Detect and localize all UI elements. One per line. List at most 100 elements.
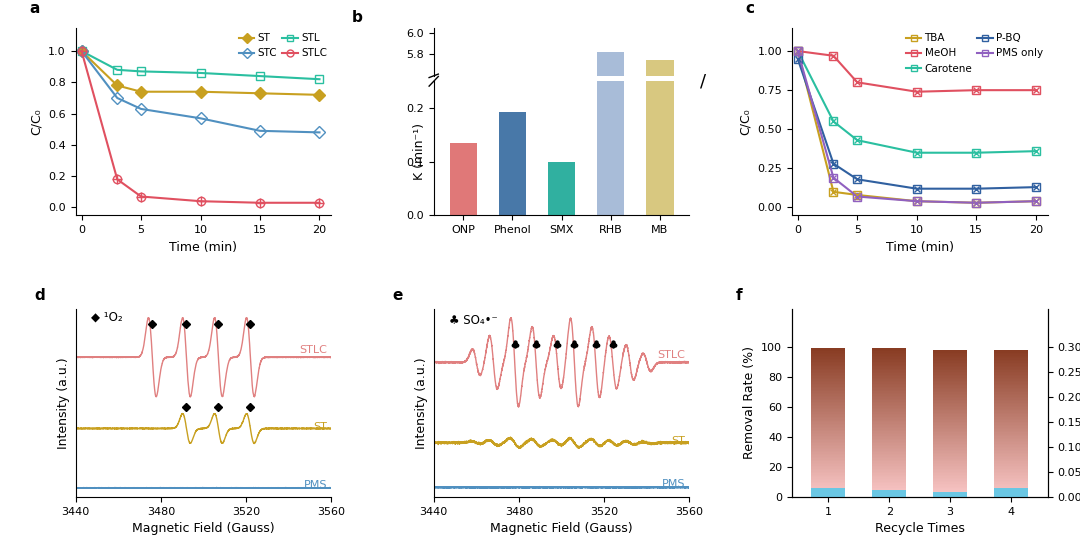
STC [313,129,326,136]
Bar [994,450,1028,451]
Bar [994,473,1028,475]
Bar [811,376,846,378]
Bar [933,490,968,491]
Bar [933,494,968,495]
Bar [933,391,968,392]
Bar [994,479,1028,481]
Bar [873,439,906,440]
Bar [933,369,968,370]
Bar [873,378,906,379]
STL [111,67,124,73]
Bar [994,401,1028,402]
Bar [499,113,526,215]
Carotene [1029,148,1042,155]
STC [254,128,267,134]
Bar [873,464,906,465]
Bar [811,482,846,484]
Bar [873,449,906,451]
Bar [873,364,906,366]
Bar [811,384,846,385]
Bar [873,460,906,461]
Bar [811,460,846,461]
Bar [811,486,846,488]
Bar [933,408,968,410]
Bar [933,464,968,466]
P-BQ [970,185,983,192]
Text: ST: ST [313,422,327,432]
Bar [873,373,906,375]
Bar [811,364,846,366]
Text: PMS: PMS [303,480,327,490]
Bar [933,463,968,464]
Bar [811,473,846,475]
X-axis label: Magnetic Field (Gauss): Magnetic Field (Gauss) [132,522,274,535]
Legend: ST, STC, STL, STLC: ST, STC, STL, STLC [234,29,332,62]
Bar [994,459,1028,460]
Bar [811,477,846,479]
Bar [811,412,846,413]
Bar [994,441,1028,442]
Text: PMS: PMS [662,479,685,489]
Bar [994,490,1028,491]
Bar [873,484,906,485]
Bar [811,461,846,463]
Bar [647,60,674,552]
Bar [994,379,1028,380]
Bar [933,400,968,401]
Bar [994,470,1028,472]
Bar [994,428,1028,429]
Bar [811,452,846,454]
Bar [873,403,906,405]
MeOH [1029,87,1042,93]
Bar [873,452,906,454]
Bar [811,455,846,457]
Bar [933,438,968,439]
Bar [811,469,846,470]
Bar [811,369,846,370]
Bar [873,407,906,409]
Bar [933,459,968,460]
Bar [873,480,906,482]
Line: STL: STL [78,47,324,83]
Bar [811,436,846,437]
Bar [933,367,968,369]
Bar [873,355,906,357]
Bar [873,376,906,378]
Bar [994,432,1028,433]
Bar [873,455,906,457]
Bar [933,401,968,402]
Bar [933,386,968,388]
Bar [873,457,906,458]
Bar [994,394,1028,395]
Bar [811,437,846,439]
Line: PMS only: PMS only [794,47,1040,207]
Bar [873,477,906,479]
Bar [873,372,906,373]
Bar [811,411,846,412]
Bar [933,460,968,461]
Bar [933,461,968,463]
Text: c: c [746,1,755,15]
Bar [933,476,968,477]
Bar [873,349,906,351]
Bar [873,351,906,353]
Bar [994,386,1028,388]
Bar [994,468,1028,469]
Bar [933,492,968,497]
Bar [811,494,846,495]
Bar [994,433,1028,435]
Bar [873,411,906,412]
Bar [873,446,906,448]
Bar [811,394,846,396]
Bar [933,469,968,470]
Bar [873,413,906,415]
Bar [994,495,1028,497]
Bar [811,388,846,390]
Bar [873,430,906,432]
Bar [811,391,846,393]
Bar [994,466,1028,468]
Bar [994,439,1028,441]
Bar [811,357,846,359]
Bar [994,444,1028,445]
Bar [994,362,1028,363]
